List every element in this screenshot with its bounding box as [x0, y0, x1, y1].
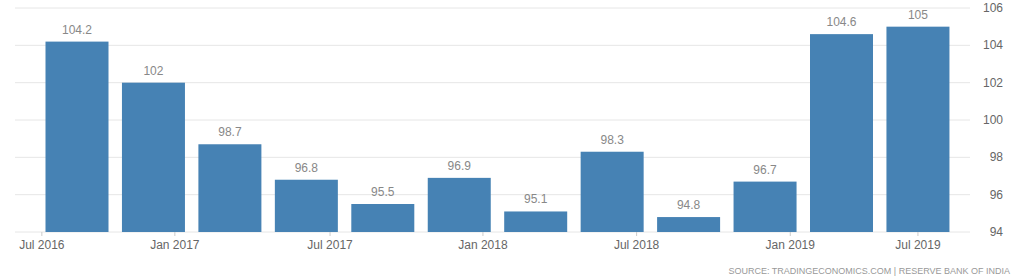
- y-tick-label: 104: [983, 38, 1003, 52]
- bar: [581, 152, 644, 232]
- x-tick-label: Jul 2019: [895, 238, 941, 252]
- bar: [504, 211, 567, 232]
- bar: [46, 42, 109, 232]
- x-tick: [330, 232, 331, 236]
- x-tick: [636, 232, 637, 236]
- x-tick: [174, 232, 175, 236]
- x-tick-label: Jan 2019: [766, 238, 816, 252]
- x-tick-label: Jan 2018: [458, 238, 508, 252]
- data-label: 95.1: [524, 192, 548, 206]
- data-label: 96.8: [295, 161, 319, 175]
- y-tick-label: 100: [983, 113, 1003, 127]
- data-label: 94.8: [677, 198, 701, 212]
- data-label: 105: [908, 8, 928, 22]
- y-tick-label: 94: [990, 225, 1004, 239]
- bar: [810, 34, 873, 232]
- x-tick-label: Jul 2017: [307, 238, 353, 252]
- x-tick-label: Jul 2016: [19, 238, 65, 252]
- y-tick-label: 96: [990, 188, 1004, 202]
- x-tick: [41, 232, 42, 236]
- bar: [275, 180, 338, 232]
- y-tick-label: 106: [983, 1, 1003, 15]
- x-tick: [482, 232, 483, 236]
- bar: [886, 27, 949, 232]
- bar: [351, 204, 414, 232]
- data-label: 98.3: [600, 133, 624, 147]
- data-label: 98.7: [218, 125, 242, 139]
- x-tick-label: Jul 2018: [614, 238, 660, 252]
- y-tick-label: 102: [983, 76, 1003, 90]
- bar: [657, 217, 720, 232]
- grid-line: [15, 8, 970, 9]
- bar: [428, 178, 491, 232]
- x-tick-label: Jan 2017: [150, 238, 200, 252]
- chart: 94 96 98 100 102 104 106 104.2 102 98.7 96.8 95.5 96…: [0, 0, 1016, 280]
- data-label: 96.9: [448, 159, 472, 173]
- chart-container: 94 96 98 100 102 104 106 104.2 102 98.7 96.8 95.5 96…: [0, 0, 1016, 280]
- data-label: 104.6: [826, 15, 856, 29]
- x-tick: [790, 232, 791, 236]
- data-label: 104.2: [62, 23, 92, 37]
- y-tick-label: 98: [990, 150, 1004, 164]
- source: SOURCE: TRADINGECONOMICS.COM | RESERVE B…: [728, 266, 1010, 276]
- bar: [198, 144, 261, 232]
- data-label: 102: [143, 64, 163, 78]
- data-label: 95.5: [371, 185, 395, 199]
- bar: [122, 83, 185, 232]
- bar: [734, 182, 797, 232]
- data-label: 96.7: [753, 163, 777, 177]
- bars: [46, 27, 950, 232]
- x-tick: [917, 232, 918, 236]
